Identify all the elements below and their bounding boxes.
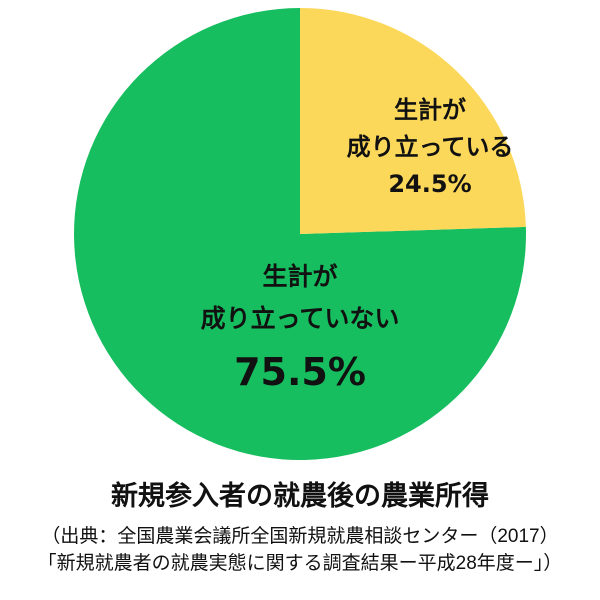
slice-label-percent: 75.5%: [234, 350, 366, 394]
slice-label-line2: 成り立っている: [346, 133, 514, 161]
pie-chart: [74, 8, 527, 460]
source-citation-line1: （出典：全国農業会議所全国新規就農相談センター（2017）: [41, 526, 559, 547]
slice-label-line1: 生計が: [262, 262, 338, 291]
pie-slice-not-sustainable: [74, 8, 527, 460]
slice-label-line1: 生計が: [394, 96, 466, 124]
slice-label-sustainable: 生計が 成り立っている 24.5%: [330, 92, 530, 203]
chart-title: 新規参入者の就農後の農業所得: [111, 481, 489, 512]
slice-label-percent: 24.5%: [388, 170, 472, 198]
slice-label-line2: 成り立っていない: [200, 304, 400, 333]
slice-label-not-sustainable: 生計が 成り立っていない 75.5%: [130, 256, 470, 400]
pie-slice-sustainable: [300, 8, 526, 234]
source-citation-line2: 「新規就農者の就農実態に関する調査結果ー平成28年度ー」）: [37, 553, 563, 574]
